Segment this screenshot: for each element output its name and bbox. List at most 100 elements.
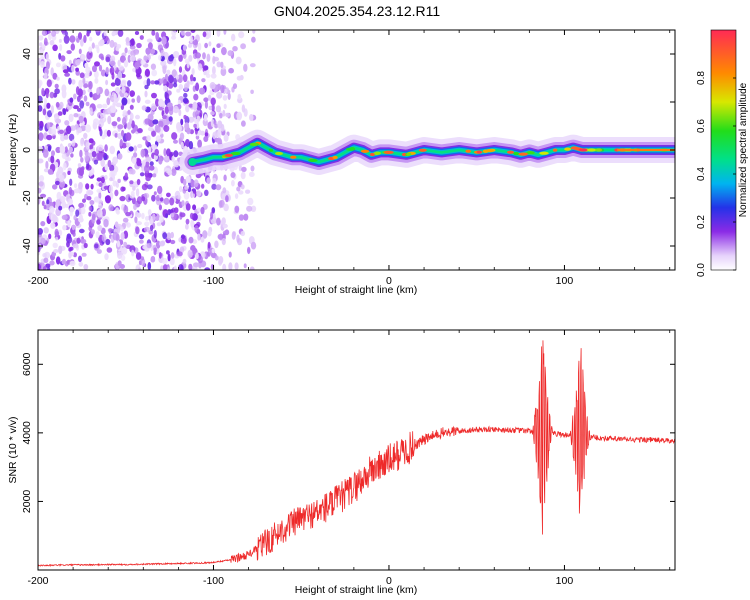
noise-speck — [144, 164, 150, 174]
noise-speck — [83, 264, 89, 270]
noise-speck — [238, 31, 245, 39]
noise-speck — [219, 112, 223, 119]
noise-speck — [180, 118, 184, 126]
noise-speck — [59, 180, 66, 188]
noise-speck — [158, 204, 162, 211]
noise-speck — [155, 135, 162, 143]
noise-speck — [176, 122, 182, 131]
noise-speck — [201, 78, 206, 83]
noise-speck — [190, 219, 195, 228]
noise-speck — [144, 99, 151, 105]
noise-speck — [146, 38, 153, 43]
noise-speck — [192, 101, 198, 111]
noise-speck — [55, 180, 60, 186]
noise-speck — [149, 224, 154, 231]
noise-speck — [179, 212, 186, 218]
noise-speck — [70, 43, 76, 51]
noise-speck — [104, 253, 109, 261]
noise-speck — [217, 120, 223, 129]
noise-speck — [163, 85, 168, 92]
noise-speck — [193, 179, 199, 188]
noise-speck — [69, 35, 76, 43]
noise-speck — [38, 234, 43, 243]
noise-speck — [145, 47, 151, 55]
noise-speck — [193, 93, 199, 101]
noise-speck — [203, 136, 209, 142]
noise-speck — [134, 31, 140, 35]
noise-speck — [147, 209, 152, 216]
noise-speck — [155, 98, 160, 107]
noise-speck — [103, 129, 109, 138]
noise-speck — [173, 57, 177, 67]
x-tick-label: 100 — [556, 275, 574, 287]
noise-speck — [122, 186, 126, 192]
noise-speck — [60, 134, 65, 142]
x-tick-label: -100 — [203, 575, 224, 587]
noise-speck — [235, 56, 242, 65]
doppler-hotspot — [418, 148, 427, 152]
noise-speck — [228, 251, 232, 258]
noise-speck — [78, 217, 84, 223]
noise-speck — [221, 217, 226, 225]
noise-speck — [59, 196, 66, 203]
noise-speck — [173, 150, 179, 158]
noise-speck — [83, 95, 88, 102]
noise-speck — [202, 31, 207, 38]
noise-speck — [56, 76, 60, 81]
noise-speck — [66, 157, 71, 162]
noise-speck — [199, 87, 206, 95]
noise-speck — [74, 123, 79, 131]
noise-speck — [129, 180, 134, 185]
noise-speck — [227, 92, 231, 101]
noise-speck — [184, 139, 190, 148]
noise-speck — [108, 204, 114, 212]
noise-speck — [38, 228, 43, 235]
colorbar-frame — [710, 29, 737, 271]
noise-speck — [163, 125, 170, 132]
noise-speck — [169, 257, 175, 266]
noise-speck — [59, 44, 63, 51]
noise-speck — [173, 105, 179, 114]
doppler-hotspot — [370, 152, 375, 157]
colorbar-tick-label: 0.0 — [696, 263, 707, 277]
snr-y-ticks: 2000 4000 6000 — [21, 352, 675, 513]
noise-speck — [92, 65, 97, 73]
noise-speck — [130, 169, 136, 175]
noise-speck — [96, 249, 102, 254]
noise-speck — [178, 54, 183, 62]
noise-speck — [69, 178, 73, 186]
noise-speck — [190, 30, 196, 33]
noise-speck — [78, 228, 85, 234]
noise-speck — [121, 97, 128, 106]
noise-speck — [170, 252, 175, 259]
noise-speck — [107, 115, 112, 125]
noise-speck — [52, 242, 58, 249]
noise-speck — [131, 98, 135, 103]
noise-speck — [38, 95, 43, 104]
noise-speck — [68, 113, 74, 123]
noise-speck — [204, 42, 209, 49]
noise-speck — [136, 95, 141, 104]
noise-speck — [189, 212, 194, 220]
noise-speck — [127, 80, 132, 87]
noise-speck — [241, 166, 247, 173]
noise-speck — [94, 61, 100, 67]
noise-speck — [38, 146, 42, 153]
noise-speck — [181, 200, 185, 207]
noise-speck — [238, 164, 242, 172]
noise-speck — [69, 260, 76, 267]
noise-speck — [109, 66, 115, 76]
noise-speck — [213, 120, 217, 125]
noise-speck — [108, 184, 114, 193]
noise-speck — [188, 141, 194, 150]
noise-speck — [167, 74, 174, 84]
noise-speck — [115, 46, 120, 52]
noise-speck — [63, 35, 70, 44]
noise-speck — [89, 107, 93, 115]
noise-speck — [197, 207, 201, 212]
noise-speck — [61, 214, 68, 220]
noise-speck — [52, 184, 58, 190]
noise-speck — [72, 243, 79, 249]
noise-speck — [130, 50, 136, 57]
noise-speck — [222, 187, 227, 194]
